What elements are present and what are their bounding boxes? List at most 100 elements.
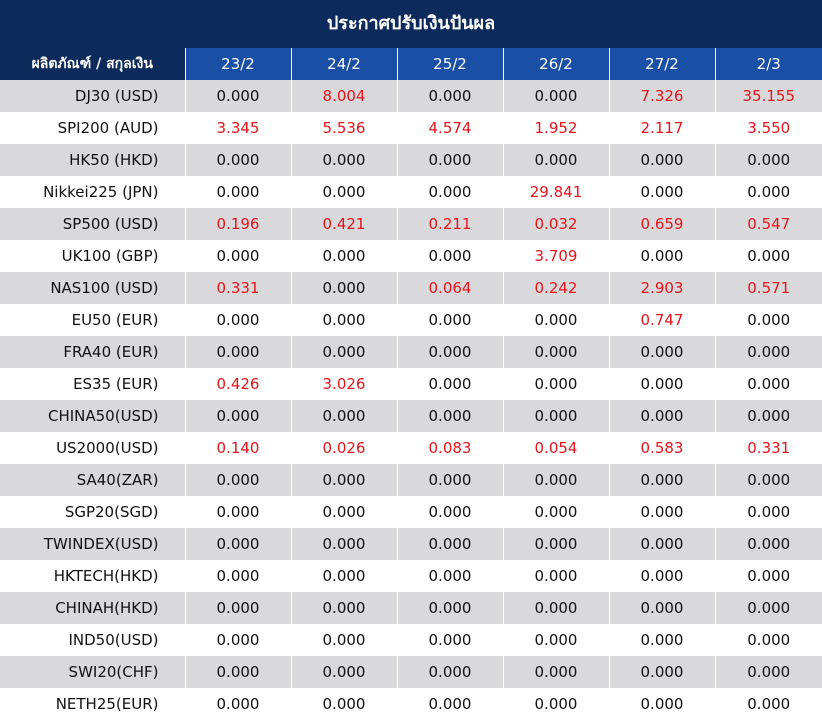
dividend-cell: 0.000: [714, 560, 822, 592]
dividend-cell: 0.000: [290, 272, 397, 304]
column-header: 26/2: [502, 48, 609, 80]
table-row: ES35 (EUR) 0.426 3.026 0.000 0.000 0.000 0.000: [0, 368, 822, 400]
product-name: SP500 (USD): [0, 208, 185, 240]
dividend-cell: 0.000: [714, 688, 822, 720]
dividend-cell: 0.000: [396, 80, 503, 112]
dividend-cell: 0.571: [714, 272, 822, 304]
dividend-cell: 0.000: [608, 336, 715, 368]
table-row: SP500 (USD) 0.196 0.421 0.211 0.032 0.659 0.54…: [0, 208, 822, 240]
dividend-cell: 2.117: [608, 112, 715, 144]
dividend-cell: 3.026: [290, 368, 397, 400]
dividend-cell: 0.000: [608, 592, 715, 624]
table-row: SA40(ZAR) 0.000 0.000 0.000 0.000 0.000 0.000: [0, 464, 822, 496]
product-name: SGP20(SGD): [64, 503, 159, 521]
dividend-cell: 0.000: [714, 464, 822, 496]
dividend-cell: 0.242: [502, 272, 609, 304]
dividend-cell: 0.000: [502, 304, 609, 336]
dividend-cell: 0.000: [184, 400, 291, 432]
dividend-cell: 0.000: [396, 560, 503, 592]
dividend-cell: 0.000: [290, 528, 397, 560]
product-name: TWINDEX(USD): [0, 528, 185, 560]
dividend-cell: 0.000: [714, 304, 822, 336]
dividend-cell: 0.000: [396, 304, 503, 336]
dividend-cell: 0.000: [290, 560, 397, 592]
product-name: SPI200 (AUD): [57, 119, 159, 137]
dividend-cell: 0.000: [608, 560, 715, 592]
product-name: US2000(USD): [56, 439, 159, 457]
table-row: NETH25(EUR) 0.000 0.000 0.000 0.000 0.000 0.00…: [0, 688, 822, 720]
table-row: IND50(USD) 0.000 0.000 0.000 0.000 0.000 0.000: [0, 624, 822, 656]
table-row: Nikkei225 (JPN) 0.000 0.000 0.000 29.841 0.00…: [0, 176, 822, 208]
product-name: Nikkei225 (JPN): [43, 183, 159, 201]
product-name: SWI20(CHF): [0, 656, 185, 688]
dividend-cell: 0.000: [608, 464, 715, 496]
product-name: CHINAH(HKD): [0, 592, 185, 624]
dividend-cell: 0.659: [608, 208, 715, 240]
dividend-cell: 0.000: [184, 464, 291, 496]
table-row: CHINAH(HKD) 0.000 0.000 0.000 0.000 0.000 0.00…: [0, 592, 822, 624]
dividend-cell: 0.000: [290, 304, 397, 336]
column-header: 24/2: [290, 48, 397, 80]
table-row: SPI200 (AUD) 3.345 5.536 4.574 1.952 2.117 3.5…: [0, 112, 822, 144]
dividend-cell: 0.000: [396, 496, 503, 528]
table-row: HK50 (HKD) 0.000 0.000 0.000 0.000 0.000 0.000: [0, 144, 822, 176]
product-name: CHINA50(USD): [0, 400, 185, 432]
product-name: HKTECH(HKD): [53, 567, 159, 585]
column-header: ผลิตภัณฑ์ / สกุลเงิน: [0, 48, 185, 80]
dividend-cell: 0.000: [714, 528, 822, 560]
dividend-cell: 3.550: [714, 112, 822, 144]
dividend-cell: 0.000: [184, 656, 291, 688]
dividend-cell: 0.000: [184, 176, 291, 208]
dividend-cell: 0.000: [184, 144, 291, 176]
dividend-cell: 0.000: [502, 496, 609, 528]
dividend-cell: 0.000: [608, 144, 715, 176]
dividend-cell: 0.000: [396, 656, 503, 688]
dividend-cell: 0.000: [502, 336, 609, 368]
dividend-cell: 4.574: [396, 112, 503, 144]
dividend-cell: 0.000: [502, 528, 609, 560]
dividend-cell: 0.421: [290, 208, 397, 240]
dividend-cell: 0.000: [502, 144, 609, 176]
table-row: UK100 (GBP) 0.000 0.000 0.000 3.709 0.000 0.00…: [0, 240, 822, 272]
dividend-cell: 0.000: [290, 624, 397, 656]
dividend-cell: 3.709: [502, 240, 609, 272]
product-name: FRA40 (EUR): [0, 336, 185, 368]
dividend-cell: 0.000: [714, 656, 822, 688]
table-row: TWINDEX(USD) 0.000 0.000 0.000 0.000 0.000 0.0…: [0, 528, 822, 560]
product-name: NAS100 (USD): [0, 272, 185, 304]
column-header: 25/2: [396, 48, 503, 80]
dividend-cell: 0.000: [290, 592, 397, 624]
dividend-cell: 0.000: [184, 336, 291, 368]
dividend-cell: 2.903: [608, 272, 715, 304]
table-row: EU50 (EUR) 0.000 0.000 0.000 0.000 0.747 0.000: [0, 304, 822, 336]
table-row: FRA40 (EUR) 0.000 0.000 0.000 0.000 0.000 0.00…: [0, 336, 822, 368]
product-name: NETH25(EUR): [55, 695, 159, 713]
dividend-cell: 0.000: [290, 336, 397, 368]
dividend-cell: 0.000: [714, 240, 822, 272]
dividend-cell: 0.000: [608, 400, 715, 432]
column-header: 23/2: [184, 48, 291, 80]
dividend-cell: 0.000: [184, 624, 291, 656]
dividend-cell: 0.000: [184, 560, 291, 592]
dividend-cell: 0.026: [290, 432, 397, 464]
product-name: IND50(USD): [68, 631, 159, 649]
dividend-cell: 0.000: [714, 400, 822, 432]
dividend-cell: 0.000: [502, 80, 609, 112]
dividend-cell: 8.004: [290, 80, 397, 112]
table-body: DJ30 (USD) 0.000 8.004 0.000 0.000 7.326 35.15…: [0, 80, 822, 720]
dividend-cell: 0.000: [396, 240, 503, 272]
dividend-cell: 7.326: [608, 80, 715, 112]
dividend-cell: 0.547: [714, 208, 822, 240]
dividend-cell: 0.000: [502, 400, 609, 432]
dividend-cell: 0.000: [290, 656, 397, 688]
table-row: SWI20(CHF) 0.000 0.000 0.000 0.000 0.000 0.000: [0, 656, 822, 688]
dividend-cell: 0.000: [184, 496, 291, 528]
dividend-cell: 0.000: [502, 688, 609, 720]
dividend-cell: 0.000: [290, 688, 397, 720]
dividend-cell: 0.000: [502, 656, 609, 688]
dividend-cell: 0.000: [714, 176, 822, 208]
table-row: DJ30 (USD) 0.000 8.004 0.000 0.000 7.326 35.15…: [0, 80, 822, 112]
dividend-cell: 5.536: [290, 112, 397, 144]
dividend-cell: 0.000: [184, 240, 291, 272]
